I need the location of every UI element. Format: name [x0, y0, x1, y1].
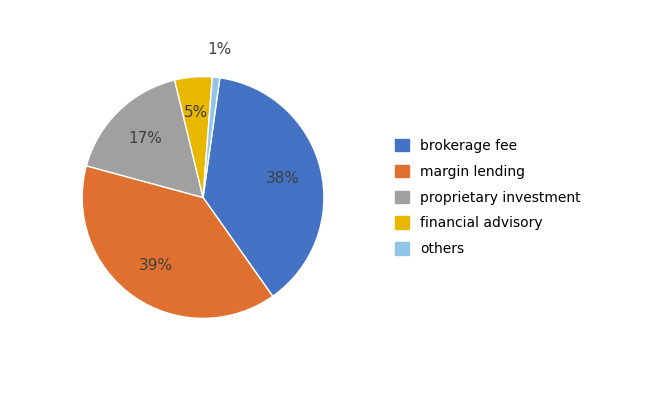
Text: 5%: 5% [184, 105, 208, 120]
Wedge shape [82, 166, 272, 318]
Text: 39%: 39% [139, 258, 173, 273]
Wedge shape [86, 80, 203, 198]
Text: 38%: 38% [266, 171, 300, 186]
Text: 1%: 1% [207, 41, 231, 56]
Text: 17%: 17% [128, 131, 162, 146]
Wedge shape [175, 77, 212, 198]
Wedge shape [203, 78, 324, 296]
Wedge shape [203, 77, 220, 198]
Legend: brokerage fee, margin lending, proprietary investment, financial advisory, other: brokerage fee, margin lending, proprieta… [395, 139, 580, 256]
